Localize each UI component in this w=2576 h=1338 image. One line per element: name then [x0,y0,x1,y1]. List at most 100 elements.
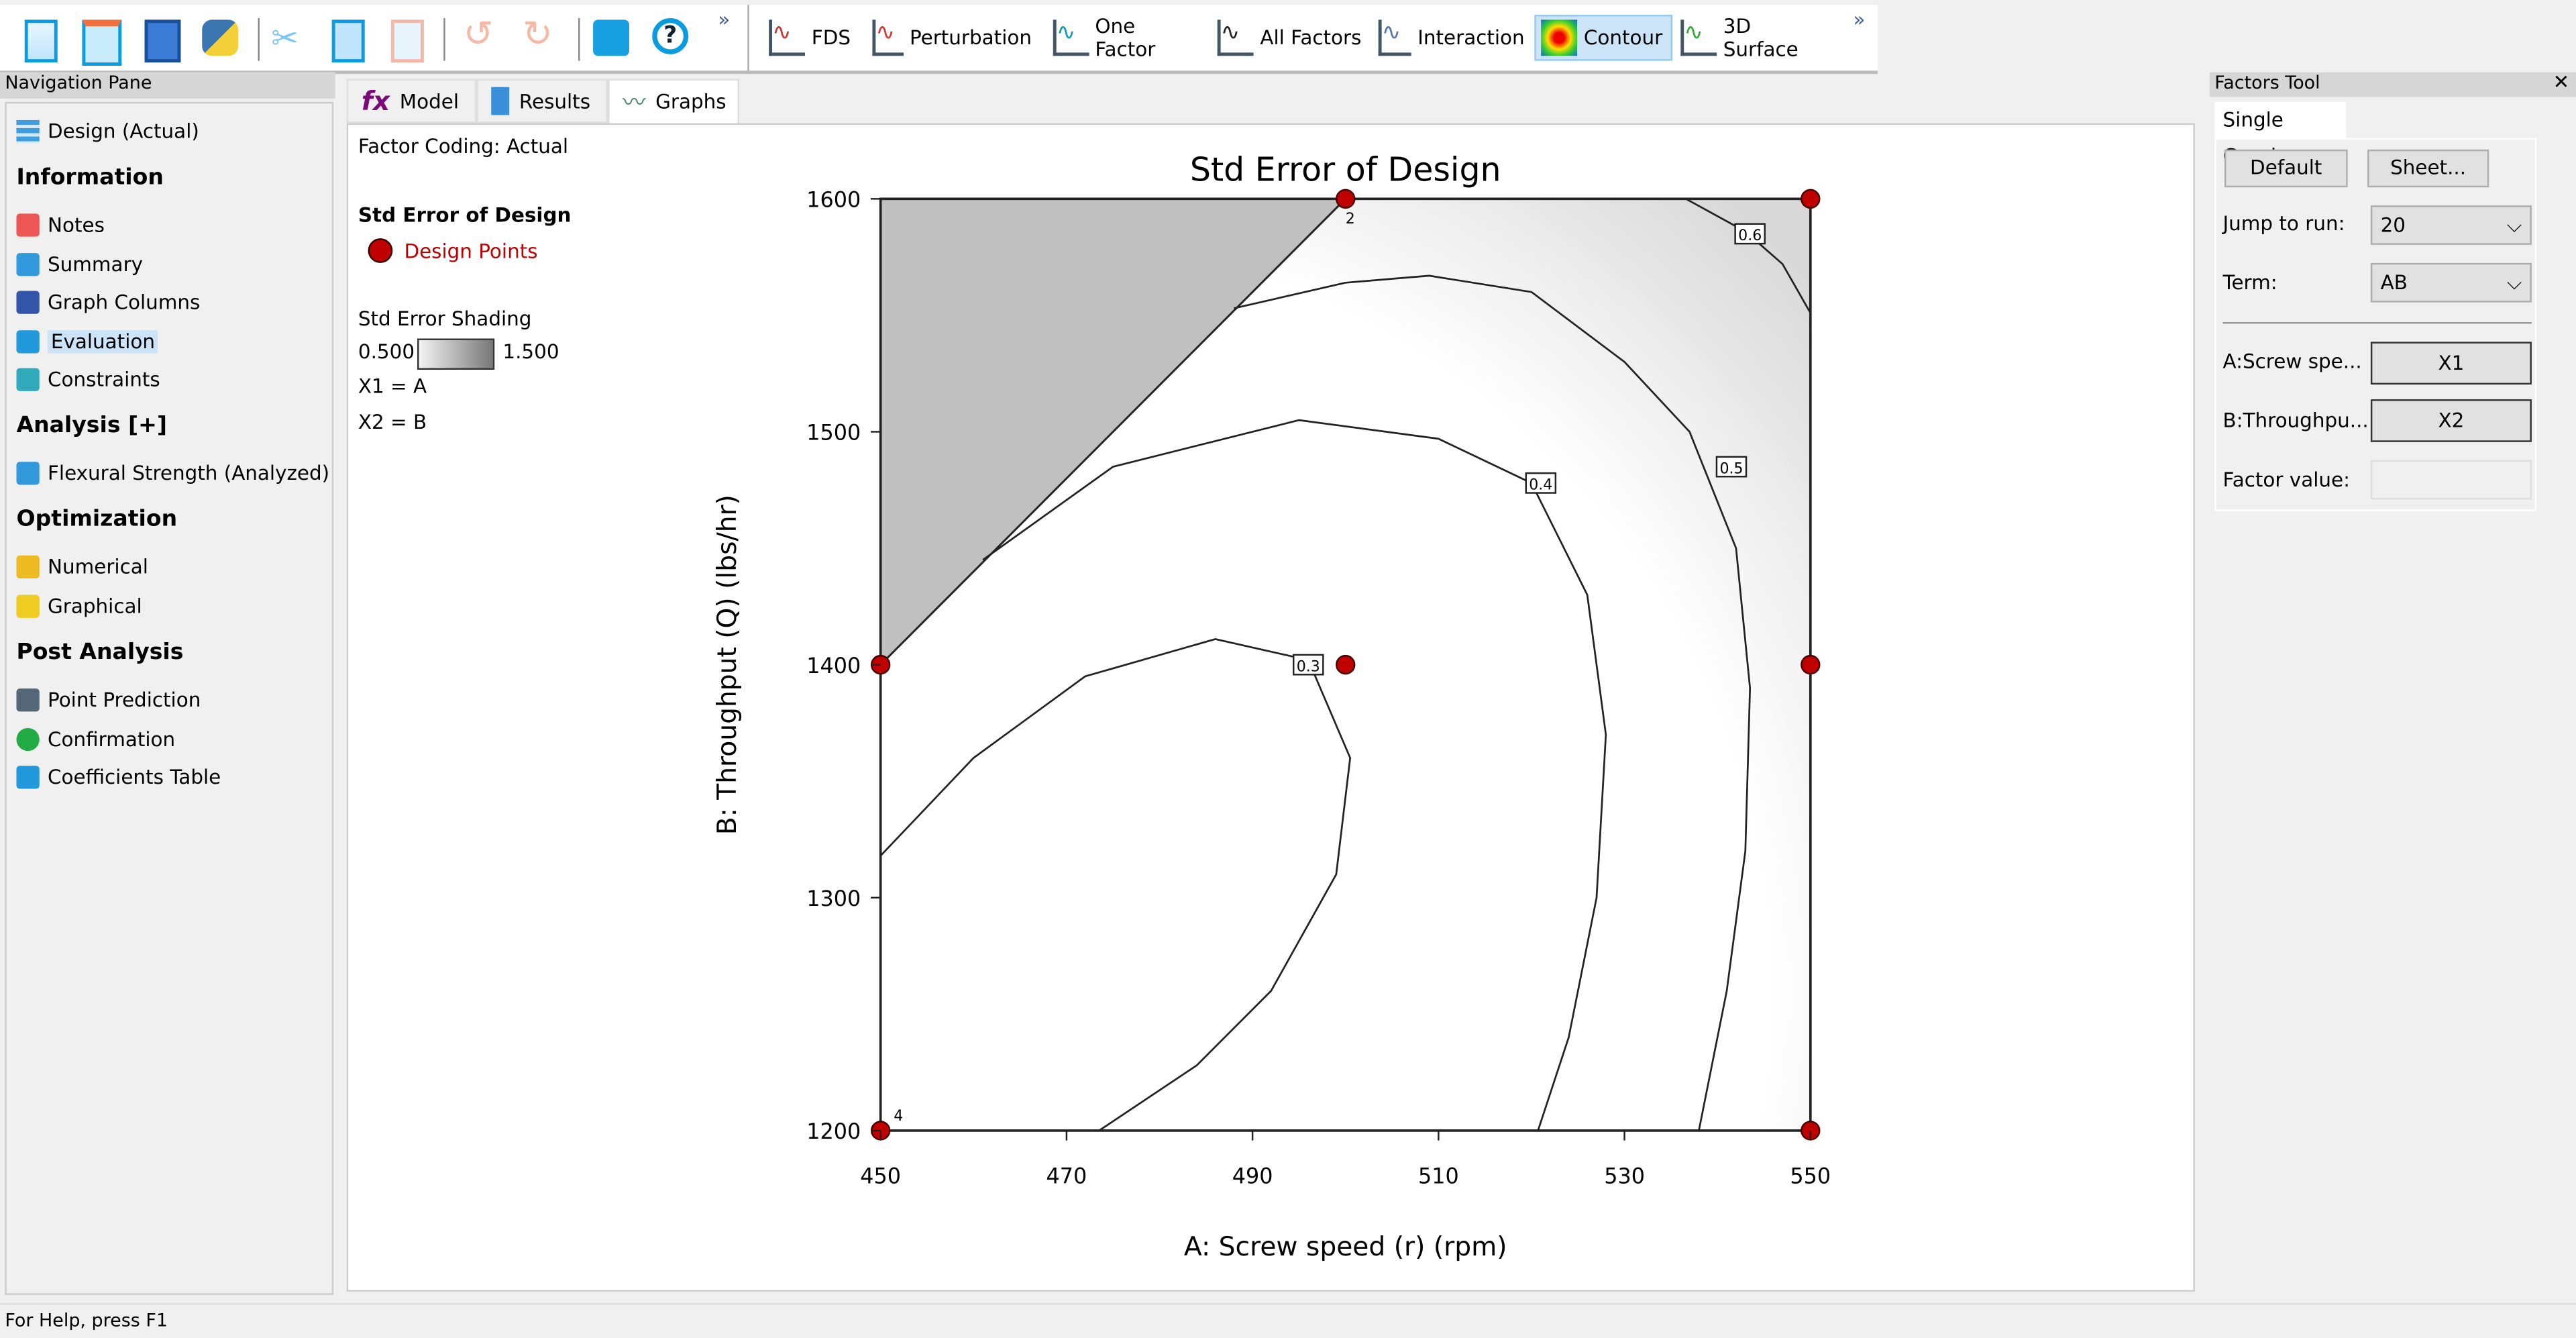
jump-to-run-select[interactable]: 20 ⌵ [2370,205,2532,245]
term-value: AB [2380,271,2408,295]
open-folder-icon[interactable] [82,19,122,66]
redo-icon[interactable]: ↻ [522,15,553,56]
all-factors-icon: ∿ [1217,19,1254,56]
shading-title: Std Error Shading [358,307,532,331]
nav-item-label: Coefficients Table [48,766,221,789]
flexural-strength-analyzed--icon [16,462,40,485]
interaction-icon: ∿ [1378,19,1411,56]
design-point [1801,654,1821,675]
jump-to-run-value: 20 [2380,213,2406,237]
contour-chart[interactable]: 0.3 0.4 0.5 0.6 2 4 450 470 490 510 530 550 1200 1300… [348,125,2193,1290]
tab-results[interactable]: Results [476,79,608,123]
nav-item-confirmation[interactable]: Confirmation [16,723,175,756]
nav-item-graph-columns[interactable]: Graph Columns [16,287,200,319]
factor-coding: Factor Coding: Actual [358,134,569,158]
nav-header-analysis[interactable]: Analysis [+] [16,412,167,439]
toolbar-button-one-factor[interactable]: ∿ One Factor [1048,15,1199,61]
nav-item-flexural-strength-analyzed-[interactable]: Flexural Strength (Analyzed) [16,457,329,490]
factor-value-input[interactable] [2370,460,2532,500]
contour-label: 0.6 [1738,227,1762,244]
chevron-down-icon: ⌵ [2506,213,2522,237]
x-axis-label: A: Screw speed (r) (rpm) [1184,1232,1507,1262]
y-tick-label: 1400 [806,653,861,678]
toolbar-button-perturbation[interactable]: ∿ Perturbation [867,15,1032,61]
help-icon[interactable]: ? [652,17,689,54]
toolbar-overflow-button-2[interactable]: » [1853,8,1866,32]
contour-line-0.4 [982,419,1607,1131]
nav-item-label: Numerical [48,555,148,579]
print-icon[interactable] [593,19,629,56]
factor-b-axis-button[interactable]: X2 [2370,399,2532,442]
design-point [1801,189,1821,209]
factor-a-axis-button[interactable]: X1 [2370,342,2532,385]
tab-single-graph[interactable]: Single Graph [2214,101,2347,168]
contour-line-0.3 [879,638,1352,1132]
python-icon[interactable] [202,19,239,56]
cut-icon[interactable]: ✂ [271,17,299,58]
toolbar-overflow-button[interactable]: » [718,8,731,32]
nav-item-label: Graphical [48,594,142,617]
nav-item-label: Design (Actual) [48,119,199,144]
shade-min: 0.500 [358,340,415,364]
toolbar-button-label: All Factors [1260,26,1362,50]
legend-title: Std Error of Design [358,203,572,227]
toolbar-button-label: One Factor [1095,15,1156,61]
nav-item-evaluation[interactable]: Evaluation [16,325,158,358]
close-icon[interactable]: ✕ [2553,70,2570,94]
toolbar-button-label: FDS [811,26,851,50]
x1-mapping: X1 = A [358,374,427,398]
nav-item-label: Evaluation [48,329,158,354]
nav-item-summary[interactable]: Summary [16,248,143,280]
graphical-icon [16,594,40,617]
nav-item-graphical[interactable]: Graphical [16,589,142,622]
paste-icon[interactable] [390,19,424,63]
toolbar-button-label: 3D Surface [1723,15,1799,61]
toolbar-button-interaction[interactable]: ∿ Interaction [1373,15,1525,61]
nav-item-label: Summary [48,252,144,276]
new-file-icon[interactable] [24,19,58,63]
report-icon [491,87,510,115]
contour-line-0.6 [1685,198,1811,314]
nav-item-design[interactable]: Design (Actual) [16,115,199,148]
one-factor-icon: ∿ [1053,19,1089,56]
tab-graphs[interactable]: 〰 Graphs [608,79,740,123]
nav-item-notes[interactable]: Notes [16,209,105,242]
x2-mapping: X2 = B [358,411,427,434]
term-label: Term: [2222,271,2277,295]
fds-icon: ∿ [769,19,806,56]
default-button[interactable]: Default [2224,149,2348,188]
toolbar-button-contour[interactable]: Contour [1534,15,1673,61]
nav-item-point-prediction[interactable]: Point Prediction [16,684,201,717]
shading-scale [417,338,495,370]
x-tick-label: 510 [1418,1163,1459,1188]
nav-item-label: Graph Columns [48,291,201,315]
toolbar-button-label: Contour [1583,26,1663,50]
save-icon[interactable] [144,19,181,63]
navigation-pane: Navigation Pane Design (Actual) Informat… [0,72,335,1295]
tab-label: Graphs [655,90,727,113]
term-select[interactable]: AB ⌵ [2370,262,2532,303]
undo-icon[interactable]: ↺ [463,15,494,56]
point-prediction-icon [16,688,40,712]
design-point [1336,654,1356,675]
toolbar-button-3d-surface[interactable]: ∿ 3D Surface [1676,15,1832,61]
perturbation-icon: ∿ [872,19,904,56]
sheet-button[interactable]: Sheet... [2367,149,2489,188]
toolbar-button-all-factors[interactable]: ∿ All Factors [1212,15,1365,61]
nav-item-coefficients-table[interactable]: Coefficients Table [16,761,221,794]
contour-label: 0.3 [1297,658,1320,675]
summary-icon [16,252,40,276]
x-tick-label: 470 [1046,1163,1087,1188]
tab-label: Results [519,89,591,113]
toolbar-button-fds[interactable]: ∿ FDS [764,15,859,61]
tab-model[interactable]: fx Model [346,79,477,123]
numerical-icon [16,555,40,579]
factors-tool: Factors Tool ✕ Single Graph Default Shee… [2209,70,2576,1305]
design-point-label: 4 [894,1108,903,1125]
nav-item-constraints[interactable]: Constraints [16,364,160,397]
nav-item-numerical[interactable]: Numerical [16,550,148,583]
x-tick-label: 530 [1604,1163,1645,1188]
copy-icon[interactable] [331,19,365,63]
y-tick-label: 1600 [806,187,861,213]
nav-item-label: Confirmation [48,727,176,751]
